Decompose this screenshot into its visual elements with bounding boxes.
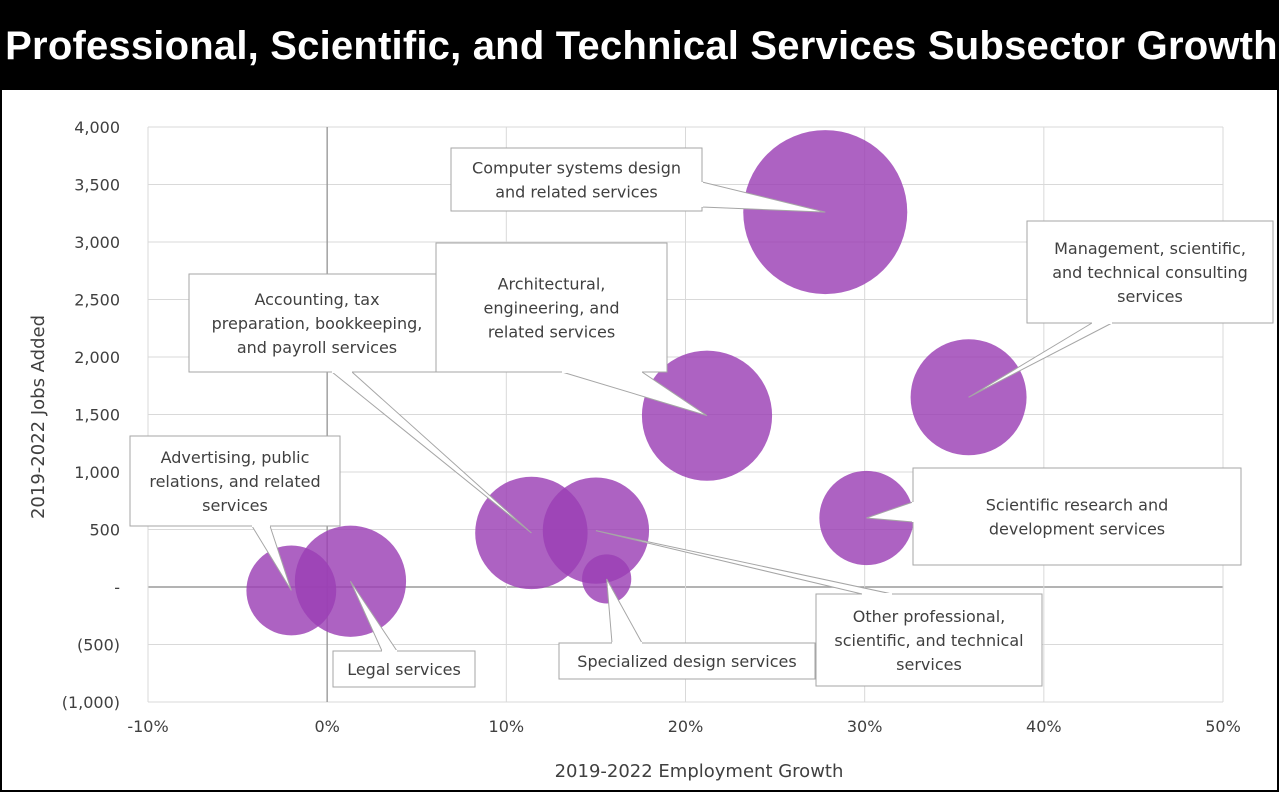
callout-box (912, 467, 1242, 566)
callout-label: relations, and related (149, 472, 320, 491)
y-tick-label: 2,000 (74, 348, 120, 367)
callout-label: related services (488, 323, 615, 342)
tick-layer: 4,000 3,500 3,000 2,500 2,000 1,500 1,000 500 - (… (62, 118, 1241, 736)
x-tick-label: 40% (1026, 717, 1062, 736)
y-tick-label: 1,000 (74, 463, 120, 482)
callout-label: services (896, 655, 962, 674)
callout-label: and technical consulting (1052, 263, 1248, 282)
callout-layer: Advertising, public relations, and relate… (129, 147, 1274, 688)
y-tick-label: 1,500 (74, 406, 120, 425)
y-tick-label: 2,500 (74, 291, 120, 310)
callout-label: Computer systems design (472, 159, 681, 178)
x-tick-label: 0% (314, 717, 339, 736)
x-axis-title: 2019-2022 Employment Growth (555, 761, 844, 782)
callout-label: Advertising, public (161, 448, 310, 467)
callout-label: Accounting, tax (254, 290, 379, 309)
callout-label: Specialized design services (577, 652, 796, 671)
y-tick-label: 3,000 (74, 233, 120, 252)
callout-label: engineering, and (483, 299, 619, 318)
callout-box (435, 242, 668, 373)
callout-label: and related services (495, 183, 658, 202)
y-tick-label: 3,500 (74, 176, 120, 195)
callout-box (815, 593, 1043, 687)
callout-label: Management, scientific, (1054, 239, 1246, 258)
callout-box (188, 273, 446, 373)
callout-box (129, 435, 341, 527)
y-tick-label: 4,000 (74, 118, 120, 137)
y-tick-label: (500) (77, 636, 120, 655)
callout-box (332, 650, 476, 688)
callout-label: Other professional, (853, 607, 1006, 626)
callout-label: services (202, 496, 268, 515)
callout-box (558, 642, 816, 680)
callout-pointer (330, 371, 532, 534)
x-tick-label: 30% (847, 717, 883, 736)
x-tick-label: 10% (489, 717, 525, 736)
x-tick-label: 50% (1205, 717, 1241, 736)
callout-label: development services (989, 520, 1165, 539)
callout-label: Architectural, (498, 275, 606, 294)
callout-box (450, 147, 703, 212)
callout-box (1026, 220, 1274, 324)
y-tick-label: (1,000) (62, 693, 120, 712)
callout-label: and payroll services (237, 338, 397, 357)
chart-title: Professional, Scientific, and Technical … (2, 2, 1279, 90)
y-tick-label: 500 (89, 521, 120, 540)
x-tick-label: 20% (668, 717, 704, 736)
callout-label: preparation, bookkeeping, (212, 314, 423, 333)
callout-label: Scientific research and (986, 496, 1168, 515)
y-axis-title: 2019-2022 Jobs Added (28, 315, 49, 519)
x-tick-label: -10% (127, 717, 168, 736)
callout-label: scientific, and technical (834, 631, 1023, 650)
y-tick-label: - (114, 578, 120, 597)
callout-label: services (1117, 287, 1183, 306)
callout-label: Legal services (347, 660, 461, 679)
